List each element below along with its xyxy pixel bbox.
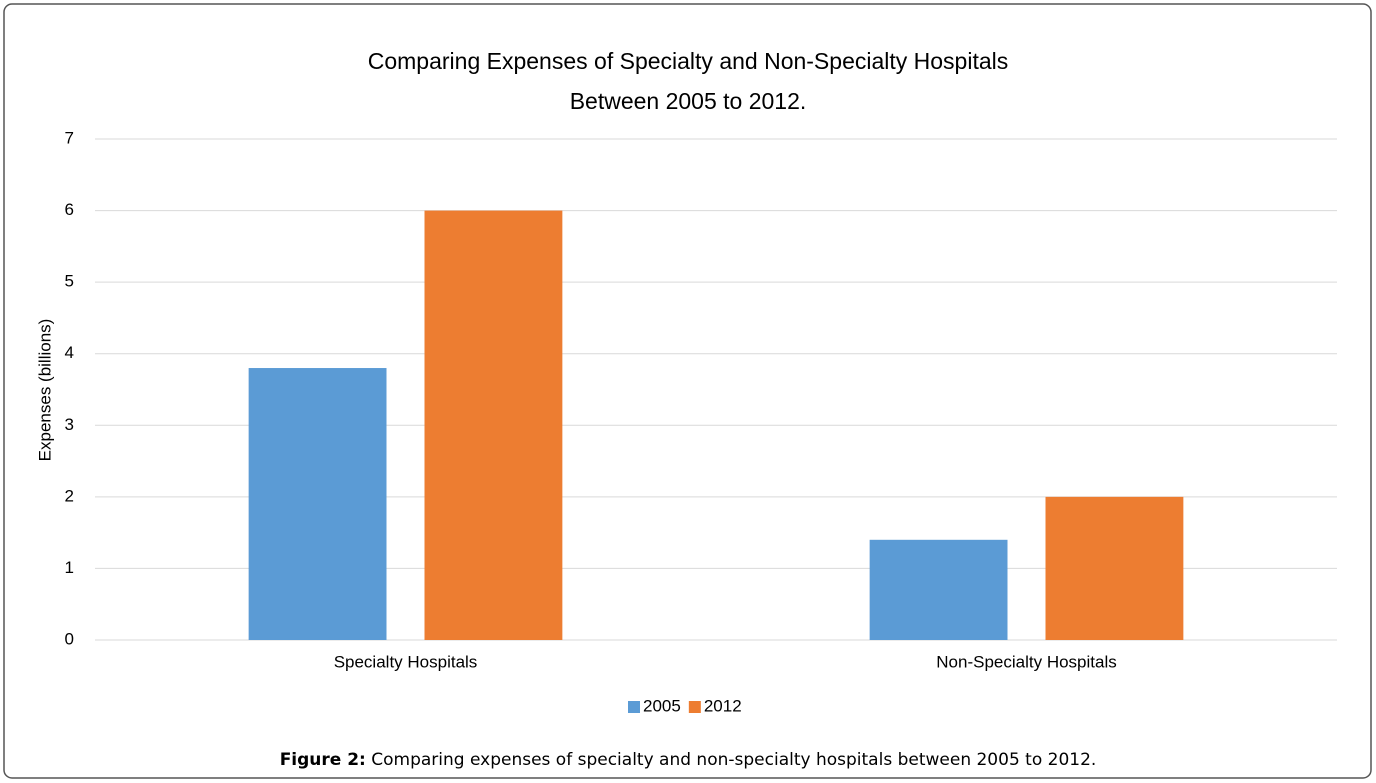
caption-text: Comparing expenses of specialty and non-…: [371, 750, 1096, 770]
y-tick-label: 5: [65, 272, 74, 291]
bar: [248, 368, 387, 640]
y-tick-label: 7: [65, 128, 74, 147]
y-tick-label: 3: [65, 415, 74, 434]
caption-label: Figure 2:: [280, 750, 366, 770]
legend-swatch: [628, 701, 640, 713]
y-tick-label: 4: [65, 343, 74, 362]
y-axis-label: Expenses (billions): [35, 319, 54, 462]
legend-swatch: [688, 701, 701, 713]
bar: [869, 539, 1008, 640]
chart-title: Comparing Expenses of Specialty and Non-…: [368, 48, 1009, 74]
legend-label: 2005: [643, 696, 681, 715]
chart-subtitle: Between 2005 to 2012.: [570, 88, 807, 114]
bar: [424, 210, 563, 641]
y-tick-label: 6: [65, 200, 74, 219]
y-tick-label: 2: [65, 486, 74, 505]
x-tick-label: Non-Specialty Hospitals: [936, 652, 1116, 671]
y-tick-label: 0: [65, 629, 74, 648]
x-tick-label: Specialty Hospitals: [334, 652, 478, 671]
legend-label: 2012: [704, 696, 742, 715]
caption: Figure 2: Comparing expenses of specialt…: [280, 750, 1097, 770]
y-tick-label: 1: [65, 558, 74, 577]
frame: [3, 3, 1372, 779]
bar: [1045, 496, 1184, 640]
